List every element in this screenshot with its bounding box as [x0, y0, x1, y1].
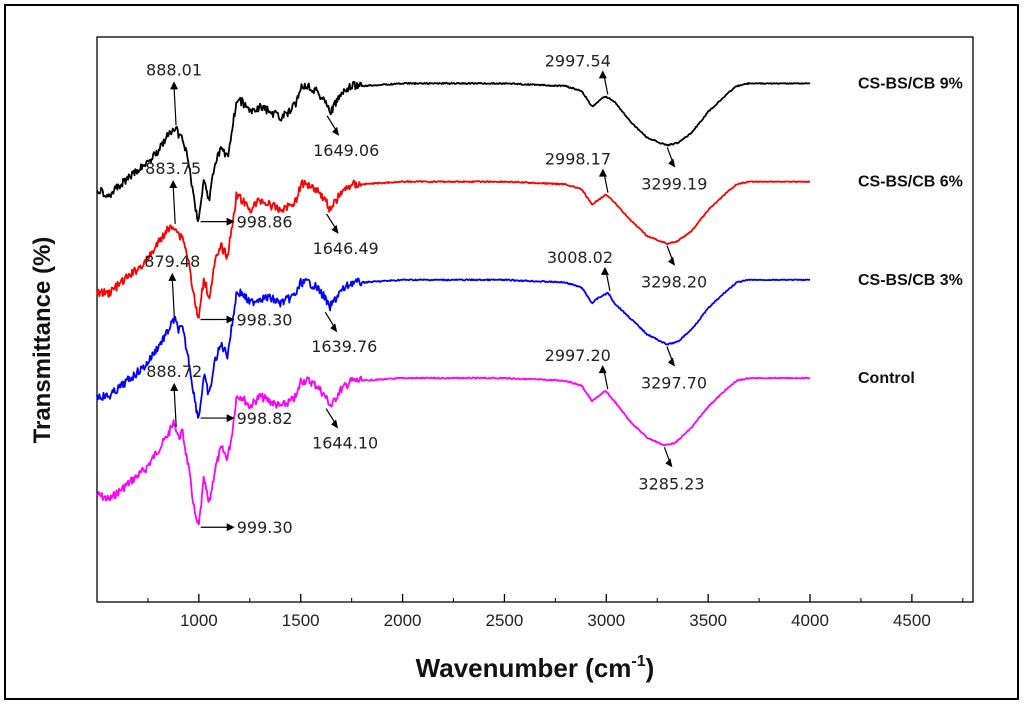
annotation-arrowhead [168, 272, 177, 281]
figure-frame [4, 4, 1019, 700]
peak-label: 998.82 [237, 409, 293, 428]
x-tick-label: 1000 [180, 611, 218, 630]
annotation-arrowhead [226, 217, 235, 226]
annotation-arrow [171, 278, 175, 317]
x-tick-label: 2000 [384, 611, 422, 630]
annotation-arrowhead [598, 365, 607, 374]
peak-label: 2997.54 [545, 51, 611, 70]
legend-entry: Control [858, 370, 915, 387]
legend-entry: CS-BS/CB 3% [858, 272, 963, 289]
annotation-arrowhead [331, 419, 339, 429]
x-axis-title: Wavenumber (cm-1) [416, 653, 655, 683]
annotation-arrowhead [226, 414, 235, 423]
annotation-arrow [173, 87, 177, 126]
series-layer [96, 81, 811, 526]
y-axis-title: Transmittance (%) [29, 237, 56, 444]
annotation-arrowhead [332, 126, 340, 136]
annotation-layer: 888.72 999.30 1644.10 2997.20 3285.23 879.48 9… [144, 51, 707, 537]
x-tick-label: 4500 [893, 611, 931, 630]
legend: Control CS-BS/CB 3% CS-BS/CB 6% CS-BS/CB 9% [858, 75, 963, 387]
peak-label: 879.48 [144, 252, 200, 271]
peak-label: 998.30 [237, 310, 293, 329]
x-tick-label: 3000 [587, 611, 625, 630]
peak-label: 883.75 [145, 159, 201, 178]
annotation-arrowhead [169, 179, 178, 188]
x-tick-label: 4000 [791, 611, 829, 630]
peak-label: 1649.06 [313, 141, 379, 160]
annotation-arrowhead [668, 256, 676, 266]
annotation-arrowhead [330, 323, 338, 333]
series-line [96, 81, 811, 223]
x-tick-label: 3500 [689, 611, 727, 630]
peak-label: 2997.20 [545, 346, 611, 365]
annotation-arrowhead [598, 168, 607, 177]
peak-label: 3298.20 [641, 273, 707, 292]
x-tick-label: 2500 [486, 611, 524, 630]
annotation-arrowhead [600, 266, 609, 275]
peak-label: 3008.02 [547, 248, 613, 267]
x-axis: 1000 1500 2000 2500 3000 3500 4000 4500 [147, 594, 964, 630]
x-axis-title-main: Wavenumber (cm [416, 653, 632, 683]
annotation-arrowhead [598, 70, 607, 79]
annotation-arrowhead [226, 523, 235, 532]
annotation-arrowhead [170, 382, 179, 391]
annotation-arrowhead [170, 81, 179, 90]
annotation-arrowhead [668, 158, 676, 168]
series-line [96, 375, 811, 526]
peak-label: 3297.70 [641, 373, 707, 392]
peak-label: 3285.23 [638, 474, 704, 493]
annotation-arrow [172, 185, 176, 224]
annotation-arrowhead [667, 357, 675, 367]
annotation-arrowhead [331, 224, 339, 234]
legend-entry: CS-BS/CB 6% [858, 174, 963, 191]
peak-label: 1639.76 [311, 337, 377, 356]
annotation-arrowhead [226, 315, 235, 324]
plot-area [96, 36, 974, 603]
peak-label: 1644.10 [312, 434, 378, 453]
annotation-arrowhead [665, 458, 673, 468]
peak-label: 999.30 [237, 518, 293, 537]
legend-entry: CS-BS/CB 9% [858, 75, 963, 92]
series-line [96, 277, 811, 419]
peak-label: 888.01 [146, 60, 202, 79]
peak-label: 1646.49 [313, 239, 379, 258]
annotation-arrow [173, 388, 177, 427]
peak-label: 888.72 [146, 362, 202, 381]
peak-label: 3299.19 [641, 174, 707, 193]
x-tick-label: 1500 [282, 611, 320, 630]
series-line [96, 179, 811, 319]
peak-label: 2998.17 [545, 150, 611, 169]
x-axis-title-superscript: -1 [631, 653, 645, 670]
peak-label: 998.86 [237, 213, 293, 232]
x-axis-title-close: ) [646, 653, 655, 683]
